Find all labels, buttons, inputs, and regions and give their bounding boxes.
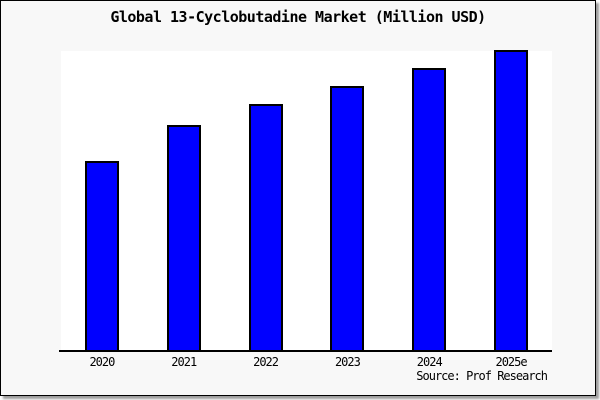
- source-credit: Source: Prof Research: [416, 369, 548, 383]
- x-tick-label-2023: 2023: [334, 355, 361, 369]
- bar-2023: [330, 86, 365, 350]
- bar-2020: [84, 161, 119, 350]
- x-tick-label-2021: 2021: [171, 355, 197, 369]
- bar-2025e: [494, 50, 529, 350]
- bar-2021: [166, 125, 201, 350]
- x-tick-label-2020: 2020: [89, 355, 115, 369]
- x-tick-label-2025e: 2025e: [495, 355, 527, 369]
- x-axis-line: [59, 350, 552, 352]
- x-axis-labels: 2020 2021 2022 2023 2024 2025e: [61, 356, 552, 368]
- x-tick-label-2024: 2024: [416, 355, 443, 369]
- bar-2024: [412, 68, 447, 350]
- x-tick-label-2022: 2022: [253, 355, 279, 369]
- bar-2022: [248, 104, 283, 350]
- chart-title: Global 13-Cyclobutadine Market (Million …: [110, 8, 486, 26]
- plot-area: [59, 50, 552, 352]
